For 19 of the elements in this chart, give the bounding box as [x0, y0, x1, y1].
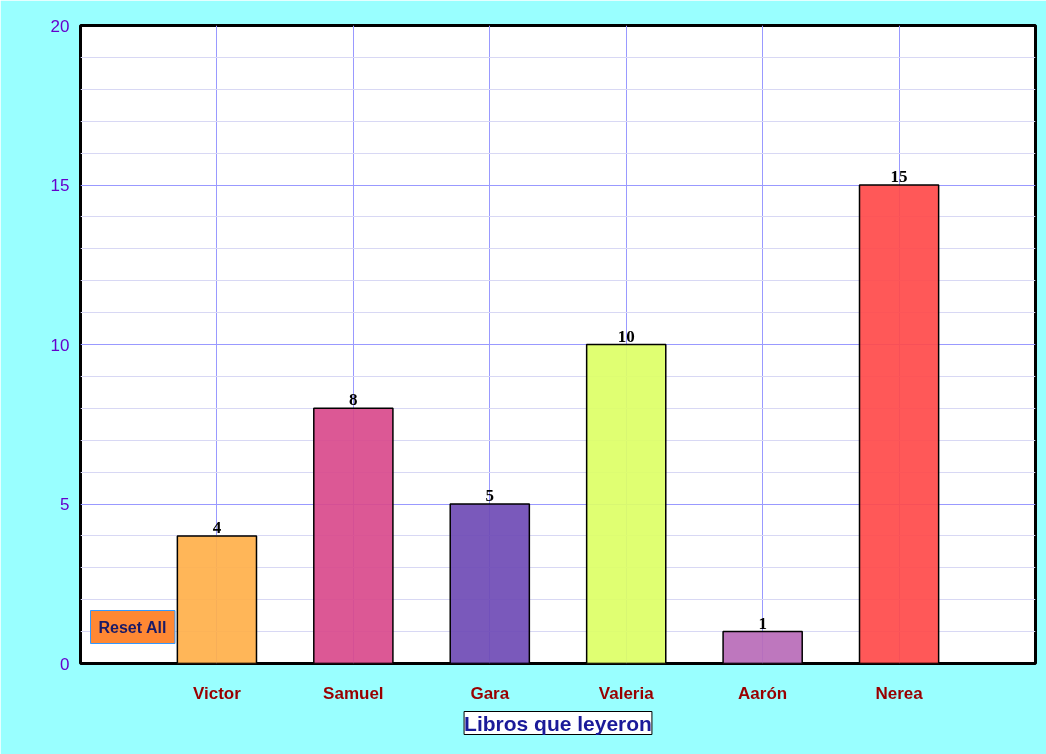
data-label: 1 — [758, 613, 767, 633]
data-label: 4 — [212, 517, 222, 537]
x-tick-label: Valeria — [598, 683, 655, 703]
data-label: 15 — [890, 167, 908, 186]
data-label: 5 — [485, 486, 495, 505]
x-tick-label: Victor — [192, 683, 242, 703]
data-label: 10 — [617, 326, 635, 346]
annotation: Reset All — [98, 618, 167, 636]
y-tick-label: 10 — [50, 335, 70, 355]
data-label: 8 — [349, 390, 358, 410]
y-tick-label: 20 — [50, 16, 70, 36]
x-tick-label: Nerea — [875, 683, 924, 703]
text: Libros que leyeron — [464, 711, 652, 735]
y-tick-label: 15 — [50, 176, 70, 195]
y-tick-label: 0 — [60, 654, 70, 674]
x-tick-label: Aarón — [738, 683, 788, 703]
x-tick-label: Gara — [470, 683, 510, 703]
x-tick-label: Samuel — [323, 683, 384, 703]
y-tick-label: 5 — [60, 495, 70, 514]
